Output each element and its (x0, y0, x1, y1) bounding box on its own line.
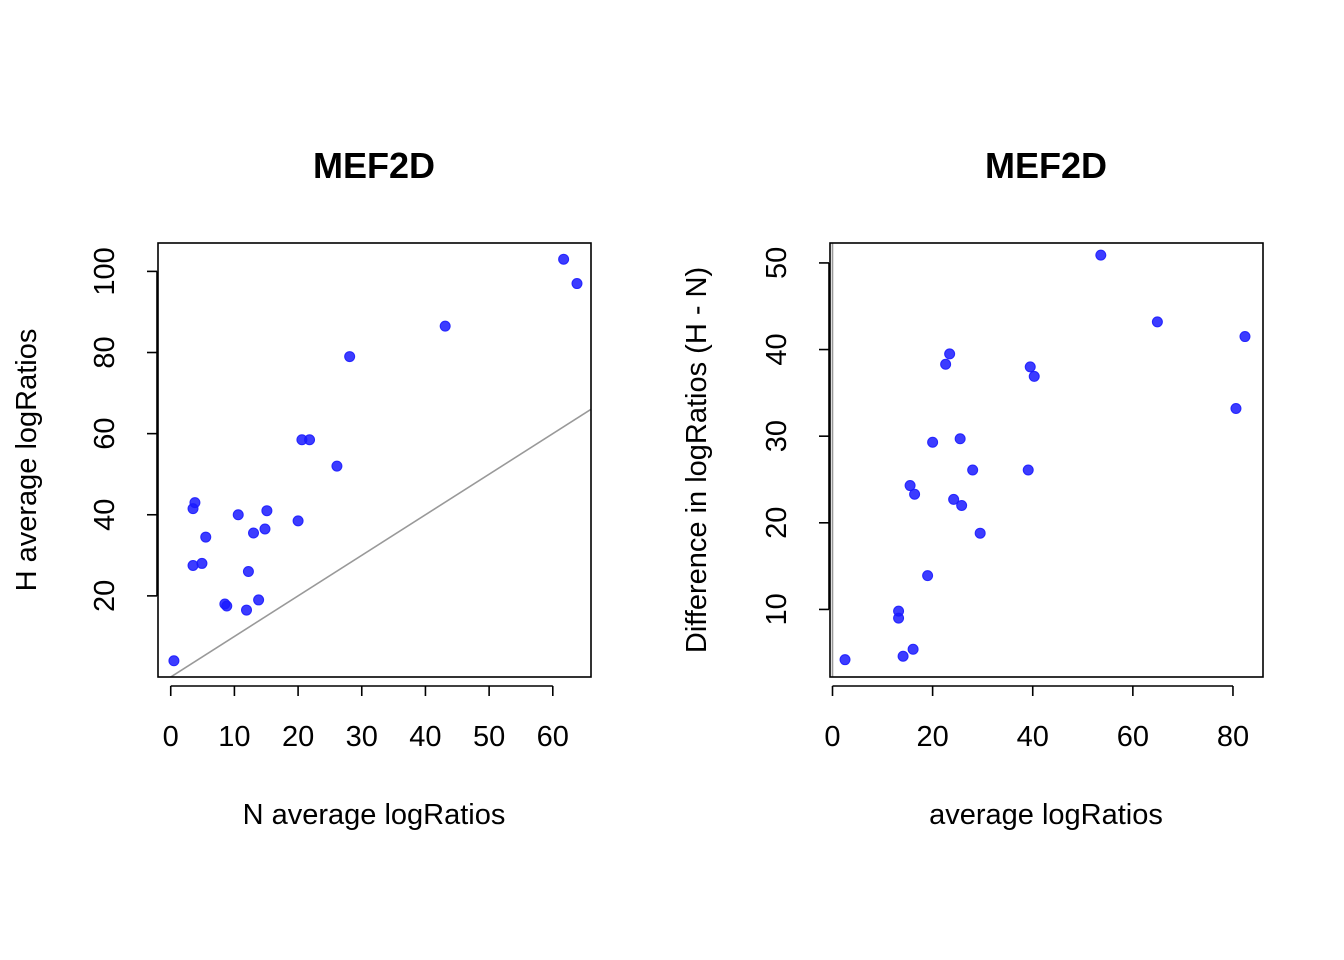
panel-right-data-point (948, 493, 960, 505)
panel-left-y-tick-label: 80 (89, 336, 121, 368)
panel-right-data-point (1239, 331, 1251, 343)
panel-left-data-point (168, 655, 180, 667)
panel-right-data-point (1095, 249, 1107, 261)
panel-right-y-axis-label: Difference in logRatios (H - N) (681, 267, 713, 653)
panel-right-data-point (944, 348, 956, 360)
panel-right-data-point (909, 488, 921, 500)
panel-left-x-tick-label: 40 (409, 721, 441, 753)
panel-left: MEF2D N average logRatios H average logR… (11, 145, 592, 831)
panel-left-title: MEF2D (313, 145, 435, 186)
panel-right-x-tick-label: 40 (1017, 721, 1049, 753)
panel-left-data-point (242, 566, 254, 578)
panel-right-data-point (956, 499, 968, 511)
panel-left-data-point (331, 460, 343, 472)
panel-left-data-point (292, 515, 304, 527)
panel-left-reference-line (169, 408, 591, 677)
panel-left-y-tick-label: 100 (89, 247, 121, 295)
panel-left-y-tick-label: 20 (89, 580, 121, 612)
panel-left-data-point (439, 320, 451, 332)
panel-right-y-tick-label: 40 (761, 333, 793, 365)
panel-left-data-point (558, 253, 570, 265)
panel-right-y-tick-label: 30 (761, 420, 793, 452)
panel-left-data-point (232, 509, 244, 521)
panel-left-y-tick-label: 60 (89, 418, 121, 450)
panel-right-data-point (897, 650, 909, 662)
panel-right-x-tick-label: 80 (1217, 721, 1249, 753)
panel-left-x-tick-label: 60 (537, 721, 569, 753)
panel-left-data-point (261, 505, 273, 517)
panel-right-x-tick-label: 0 (824, 721, 840, 753)
panel-left-data-point (189, 497, 201, 509)
panel-left-x-tick-label: 20 (282, 721, 314, 753)
panel-right-x-tick-label: 60 (1117, 721, 1149, 753)
panel-left-data-point (253, 594, 265, 606)
panel-left-data-point (248, 527, 260, 539)
panel-left-x-axis-label: N average logRatios (243, 799, 506, 831)
panel-left-data-point (200, 531, 212, 543)
panel-left-x-tick-label: 10 (218, 721, 250, 753)
panel-left-data-point (571, 278, 583, 290)
panel-right-y-tick-label: 50 (761, 247, 793, 279)
panel-left-data-point (187, 559, 199, 571)
panel-right-points (839, 249, 1251, 666)
panel-left-data-point (344, 351, 356, 363)
panel-right-data-point (904, 480, 916, 492)
panel-right-data-point (922, 570, 934, 582)
panel-left-data-point (241, 604, 253, 616)
panel-left-points (168, 253, 583, 667)
panel-right-x-tick-label: 20 (916, 721, 948, 753)
panel-right: MEF2D average logRatios Difference in lo… (681, 145, 1264, 831)
panel-right-y-tick-label: 10 (761, 593, 793, 625)
panel-right-data-point (907, 643, 919, 655)
panel-right-data-point (1024, 361, 1036, 373)
panel-right-data-point (967, 464, 979, 476)
panel-right-data-point (954, 433, 966, 445)
panel-right-data-point (940, 358, 952, 370)
panel-right-data-point (839, 654, 851, 666)
panel-right-data-point (974, 527, 986, 539)
panel-left-plot-frame (157, 242, 592, 678)
panel-left-x-tick-label: 0 (163, 721, 179, 753)
panel-left-x-tick-label: 50 (473, 721, 505, 753)
panel-right-data-point (1151, 316, 1163, 328)
panel-right-plot-frame (829, 242, 1264, 678)
panel-right-y-axis: 10 20 30 40 50 (761, 247, 830, 626)
panel-right-data-point (1022, 464, 1034, 476)
panel-left-data-point (259, 523, 271, 535)
panel-left-y-tick-label: 40 (89, 499, 121, 531)
panel-left-data-point (304, 434, 316, 446)
panel-right-data-point (1028, 370, 1040, 382)
panel-right-data-point (1230, 402, 1242, 414)
panel-right-x-axis-label: average logRatios (929, 799, 1163, 831)
panel-left-y-axis-label: H average logRatios (11, 329, 43, 592)
panel-right-y-tick-label: 20 (761, 507, 793, 539)
panel-left-x-tick-label: 30 (346, 721, 378, 753)
panel-left-y-axis: 20 40 60 80 100 (89, 247, 158, 612)
panel-left-data-point (221, 600, 233, 612)
panel-left-x-axis: 0 10 20 30 40 50 60 (163, 685, 569, 753)
panel-right-data-point (893, 605, 905, 617)
panel-right-x-axis: 0 20 40 60 80 (824, 685, 1249, 753)
panel-left-data-point (196, 557, 208, 569)
panel-right-data-point (927, 436, 939, 448)
panel-right-title: MEF2D (985, 145, 1107, 186)
